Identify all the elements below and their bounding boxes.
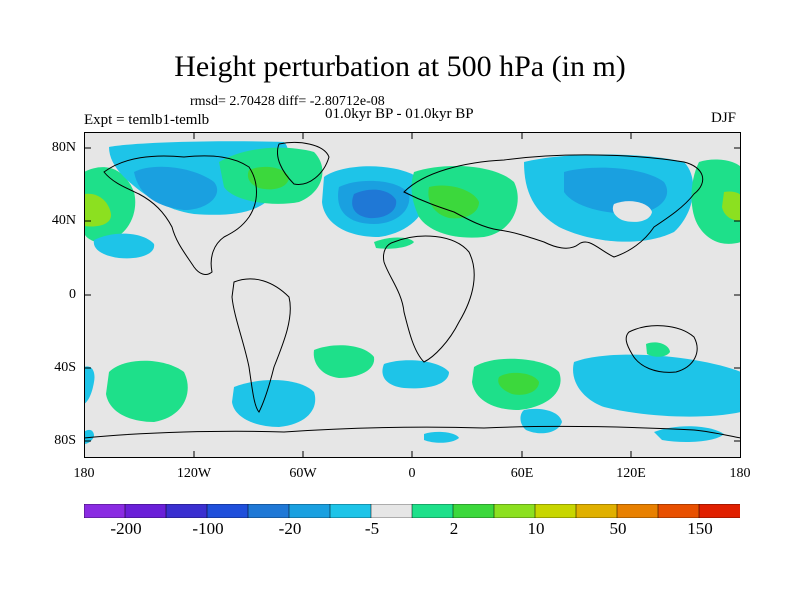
contour-region	[722, 191, 741, 221]
contour-region	[424, 431, 459, 443]
colorbar-swatch	[124, 504, 167, 518]
coastline-greenland	[277, 142, 330, 185]
colorbar-swatch	[657, 504, 700, 518]
colorbar-swatch	[165, 504, 208, 518]
colorbar-swatch	[84, 504, 126, 518]
period-label: 01.0kyr BP - 01.0kyr BP	[325, 106, 474, 122]
map-title: Height perturbation at 500 hPa (in m)	[174, 50, 626, 83]
lat-label-0: 0	[69, 287, 76, 302]
contour-region	[84, 193, 112, 227]
colorbar-swatch	[411, 504, 454, 518]
colorbar-swatch	[329, 504, 372, 518]
colorbar-label: -200	[110, 519, 142, 538]
contour-region	[498, 372, 539, 395]
contour-region	[247, 166, 289, 190]
colorbar-label: -100	[192, 519, 224, 538]
coastlines	[84, 142, 741, 439]
coastline-north-america	[103, 155, 257, 275]
contour-region	[382, 360, 449, 389]
lon-label-120e: 120E	[616, 466, 646, 481]
colorbar-swatch	[206, 504, 249, 518]
coastline-south-america	[231, 278, 291, 413]
lat-label-40n: 40N	[51, 213, 76, 228]
contour-region	[84, 429, 94, 444]
colorbar-label: -20	[278, 519, 302, 538]
contour-region	[654, 426, 724, 442]
colorbar-swatch	[575, 504, 618, 518]
coastline-africa	[383, 235, 475, 363]
contour-region	[691, 159, 741, 244]
colorbar-label: 2	[449, 519, 459, 538]
contour-region	[134, 166, 218, 210]
lat-label-40s: 40S	[54, 360, 76, 375]
lon-label-180-left: 180	[73, 466, 95, 481]
map-ticks	[84, 132, 741, 458]
coastline-europe-asia	[403, 154, 704, 258]
contour-region	[93, 233, 155, 259]
colorbar	[84, 504, 740, 518]
contour-region	[374, 237, 414, 249]
experiment-label: Expt = temlb1-temlb	[84, 112, 210, 128]
colorbar-swatch	[370, 504, 413, 518]
world-map	[84, 132, 741, 458]
colorbar-label: -5	[364, 519, 380, 538]
lat-label-80s: 80S	[54, 433, 76, 448]
contour-region	[564, 167, 668, 214]
coastline-antarctica	[84, 426, 741, 439]
lon-label-120w: 120W	[176, 466, 212, 481]
lon-label-0: 0	[408, 466, 416, 481]
colorbar-swatch	[698, 504, 740, 518]
lon-label-60w: 60W	[289, 466, 317, 481]
contour-region	[612, 201, 652, 222]
colorbar-label: 10	[527, 519, 545, 538]
contour-region	[428, 185, 479, 219]
colorbar-swatch	[247, 504, 290, 518]
colorbar-swatch	[534, 504, 577, 518]
contour-region	[646, 342, 670, 357]
contour-fills	[84, 141, 741, 444]
season-label: DJF	[711, 110, 737, 126]
lon-label-60e: 60E	[510, 466, 534, 481]
contour-region	[352, 189, 397, 219]
contour-region	[313, 345, 375, 378]
colorbar-label: 50	[609, 519, 627, 538]
colorbar-label: 150	[687, 519, 713, 538]
colorbar-swatch	[616, 504, 659, 518]
coastline-australia	[625, 325, 698, 373]
contour-region	[573, 354, 741, 417]
contour-region	[84, 366, 95, 404]
colorbar-swatch	[288, 504, 331, 518]
rmsd-stats: rmsd= 2.70428 diff= -2.80712e-08	[190, 94, 385, 109]
contour-region	[520, 408, 562, 434]
colorbar-swatch	[493, 504, 536, 518]
lat-label-80n: 80N	[51, 140, 76, 155]
lon-label-180-right: 180	[729, 466, 751, 481]
contour-region	[106, 360, 188, 422]
colorbar-swatch	[452, 504, 495, 518]
